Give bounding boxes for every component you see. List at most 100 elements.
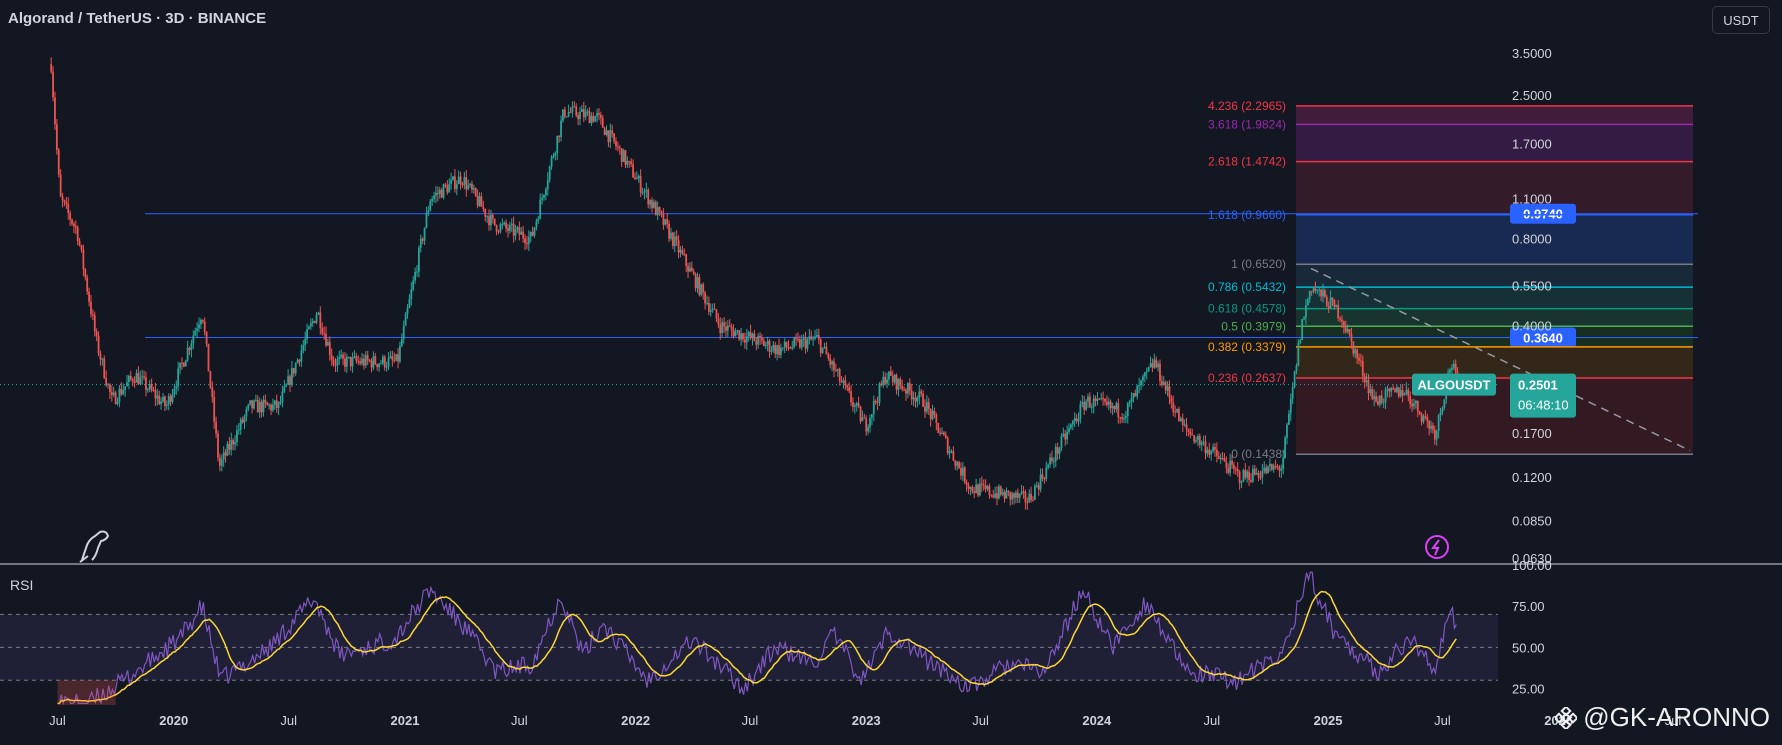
candle-body	[88, 291, 90, 302]
price-tick-label: 0.1200	[1512, 470, 1552, 485]
candle-body	[497, 231, 500, 233]
candle-body	[1342, 321, 1345, 328]
candle-body	[755, 341, 758, 345]
candle-body	[834, 370, 837, 372]
candle-body	[1361, 361, 1364, 377]
candle-body	[744, 339, 746, 343]
candle-body	[687, 265, 689, 272]
candle-body	[436, 192, 439, 194]
candle-body	[425, 213, 428, 228]
candle-body	[308, 326, 310, 329]
chart-title: Algorand / TetherUS · 3D · BINANCE	[8, 10, 267, 27]
candle-body	[285, 384, 288, 387]
candle-body	[171, 394, 174, 403]
candle-body	[1200, 442, 1203, 445]
candle-body	[427, 210, 430, 214]
candle-body	[1426, 416, 1429, 422]
fib-zone	[1296, 105, 1693, 125]
candle-body	[1291, 386, 1294, 399]
candle-body	[490, 214, 492, 226]
candle-body	[69, 212, 72, 220]
candle-body	[793, 338, 796, 347]
candle-body	[899, 378, 902, 386]
candle-body	[387, 357, 390, 367]
candle-body	[353, 356, 356, 358]
candle-body	[757, 335, 760, 345]
candle-body	[946, 437, 949, 454]
candle-body	[1382, 402, 1385, 404]
candle-body	[1337, 305, 1340, 319]
candle-body	[1107, 401, 1110, 405]
candle-body	[550, 157, 553, 167]
candle-body	[1409, 396, 1412, 404]
candle-body	[1282, 457, 1285, 470]
candle-body	[57, 149, 60, 175]
candle-body	[1219, 457, 1222, 460]
last-price-label: 0.2501	[1518, 378, 1558, 393]
price-tick-label: 1.7000	[1512, 137, 1552, 152]
candle-body	[370, 360, 373, 368]
fib-label: 2.618 (1.4742)	[1208, 155, 1286, 169]
candle-body	[785, 341, 788, 348]
candle-body	[1189, 431, 1192, 435]
candle-body	[404, 314, 407, 326]
candle-body	[762, 340, 765, 347]
candle-body	[74, 225, 77, 228]
candle-body	[804, 338, 807, 349]
candle-body	[412, 280, 415, 290]
candle-body	[209, 371, 212, 388]
candle-body	[122, 390, 125, 395]
candle-body	[1346, 329, 1349, 333]
price-tick-label: 0.1700	[1512, 426, 1552, 441]
candle-body	[1397, 387, 1400, 397]
candle-body	[888, 371, 890, 380]
candle-body	[1081, 402, 1084, 405]
candle-body	[158, 395, 161, 405]
price-tick-label: 0.5500	[1512, 279, 1552, 294]
time-tick-label: Jul	[972, 713, 989, 728]
candle-body	[234, 442, 236, 445]
candle-body	[772, 345, 775, 351]
candle-body	[454, 176, 456, 190]
candle-body	[480, 196, 483, 208]
candle-body	[1143, 372, 1146, 377]
candle-body	[929, 408, 932, 420]
candle-body	[1394, 389, 1396, 392]
candle-body	[211, 387, 214, 397]
candle-body	[634, 177, 636, 180]
candle-body	[829, 358, 832, 365]
candle-body	[177, 368, 180, 387]
candle-body	[1306, 299, 1309, 306]
candle-body	[639, 176, 642, 193]
candle-body	[1267, 466, 1269, 473]
candle-body	[105, 377, 108, 386]
candle-body	[806, 339, 809, 349]
watermark-text: @GK-ARONNO	[1583, 702, 1770, 732]
candle-body	[749, 332, 752, 339]
candle-body	[1138, 385, 1141, 387]
currency-button[interactable]: USDT	[1712, 6, 1770, 34]
candle-body	[594, 116, 597, 122]
candle-body	[1284, 437, 1286, 458]
fib-zone	[1296, 308, 1693, 327]
candle-body	[575, 106, 578, 116]
candle-body	[764, 344, 767, 347]
candle-body	[975, 484, 978, 494]
candle-body	[728, 325, 731, 327]
candle-body	[565, 116, 568, 118]
candle-body	[1407, 389, 1410, 397]
candle-body	[1401, 390, 1404, 396]
candle-body	[1013, 493, 1015, 498]
candle-body	[1174, 411, 1177, 413]
price-tag-label: 0.3640	[1523, 330, 1563, 345]
candle-body	[450, 179, 453, 184]
candle-body	[1411, 403, 1413, 407]
candle-body	[543, 195, 545, 198]
fib-label: 4.236 (2.2965)	[1208, 99, 1286, 113]
candle-body	[414, 271, 416, 281]
candle-body	[914, 397, 917, 402]
candle-body	[770, 350, 773, 352]
candle-body	[332, 359, 335, 365]
candle-body	[224, 452, 227, 456]
